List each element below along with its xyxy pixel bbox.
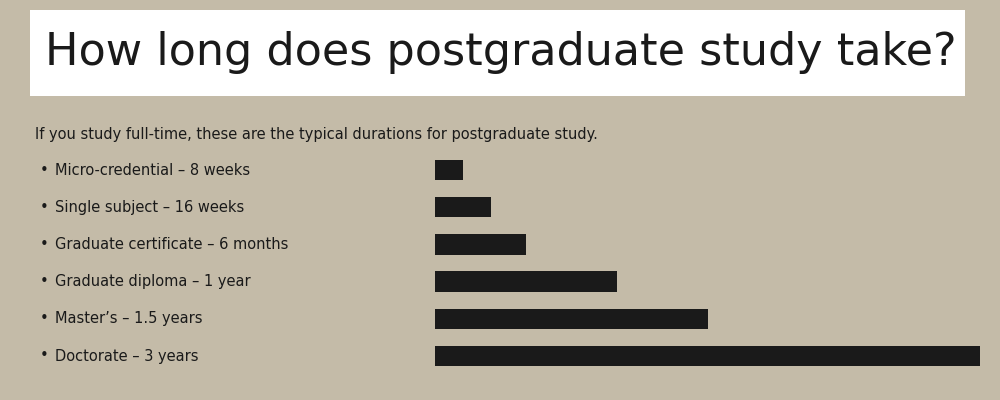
- Text: How long does postgraduate study take?: How long does postgraduate study take?: [45, 32, 957, 74]
- Text: •: •: [40, 274, 49, 289]
- Text: •: •: [40, 237, 49, 252]
- Text: •: •: [40, 200, 49, 215]
- Text: Master’s – 1.5 years: Master’s – 1.5 years: [55, 311, 202, 326]
- Text: •: •: [40, 162, 49, 178]
- Text: If you study full-time, these are the typical durations for postgraduate study.: If you study full-time, these are the ty…: [35, 126, 598, 142]
- Text: •: •: [40, 311, 49, 326]
- Text: Doctorate – 3 years: Doctorate – 3 years: [55, 348, 198, 364]
- Text: Single subject – 16 weeks: Single subject – 16 weeks: [55, 200, 244, 215]
- Text: Graduate diploma – 1 year: Graduate diploma – 1 year: [55, 274, 251, 289]
- Text: Micro-credential – 8 weeks: Micro-credential – 8 weeks: [55, 162, 250, 178]
- Text: Graduate certificate – 6 months: Graduate certificate – 6 months: [55, 237, 288, 252]
- Text: •: •: [40, 348, 49, 364]
